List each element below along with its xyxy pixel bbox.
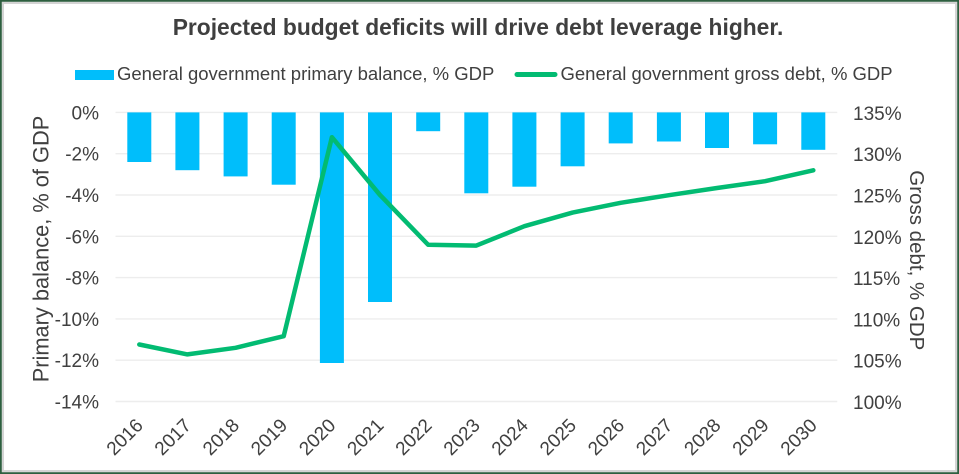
svg-text:105%: 105% <box>853 352 902 373</box>
svg-text:0%: 0% <box>72 103 100 124</box>
svg-text:115%: 115% <box>853 269 900 290</box>
svg-text:135%: 135% <box>853 104 902 125</box>
svg-text:Gross debt, % GDP: Gross debt, % GDP <box>905 170 928 350</box>
svg-text:General government gross debt,: General government gross debt, % GDP <box>561 63 893 84</box>
svg-text:125%: 125% <box>853 187 902 208</box>
svg-text:110%: 110% <box>853 310 900 331</box>
svg-text:100%: 100% <box>853 393 902 414</box>
svg-text:-4%: -4% <box>65 186 99 207</box>
svg-text:-2%: -2% <box>65 145 99 166</box>
svg-text:Primary balance, % of GDP: Primary balance, % of GDP <box>29 116 54 383</box>
svg-text:-8%: -8% <box>65 269 99 290</box>
svg-text:-10%: -10% <box>55 310 99 331</box>
svg-text:120%: 120% <box>853 228 902 249</box>
svg-text:General government primary bal: General government primary balance, % GD… <box>117 63 494 84</box>
svg-text:130%: 130% <box>853 145 902 166</box>
svg-text:-6%: -6% <box>65 227 99 248</box>
svg-text:-14%: -14% <box>55 393 99 414</box>
svg-text:Projected budget deficits will: Projected budget deficits will drive deb… <box>173 14 784 40</box>
svg-text:-12%: -12% <box>55 351 99 372</box>
